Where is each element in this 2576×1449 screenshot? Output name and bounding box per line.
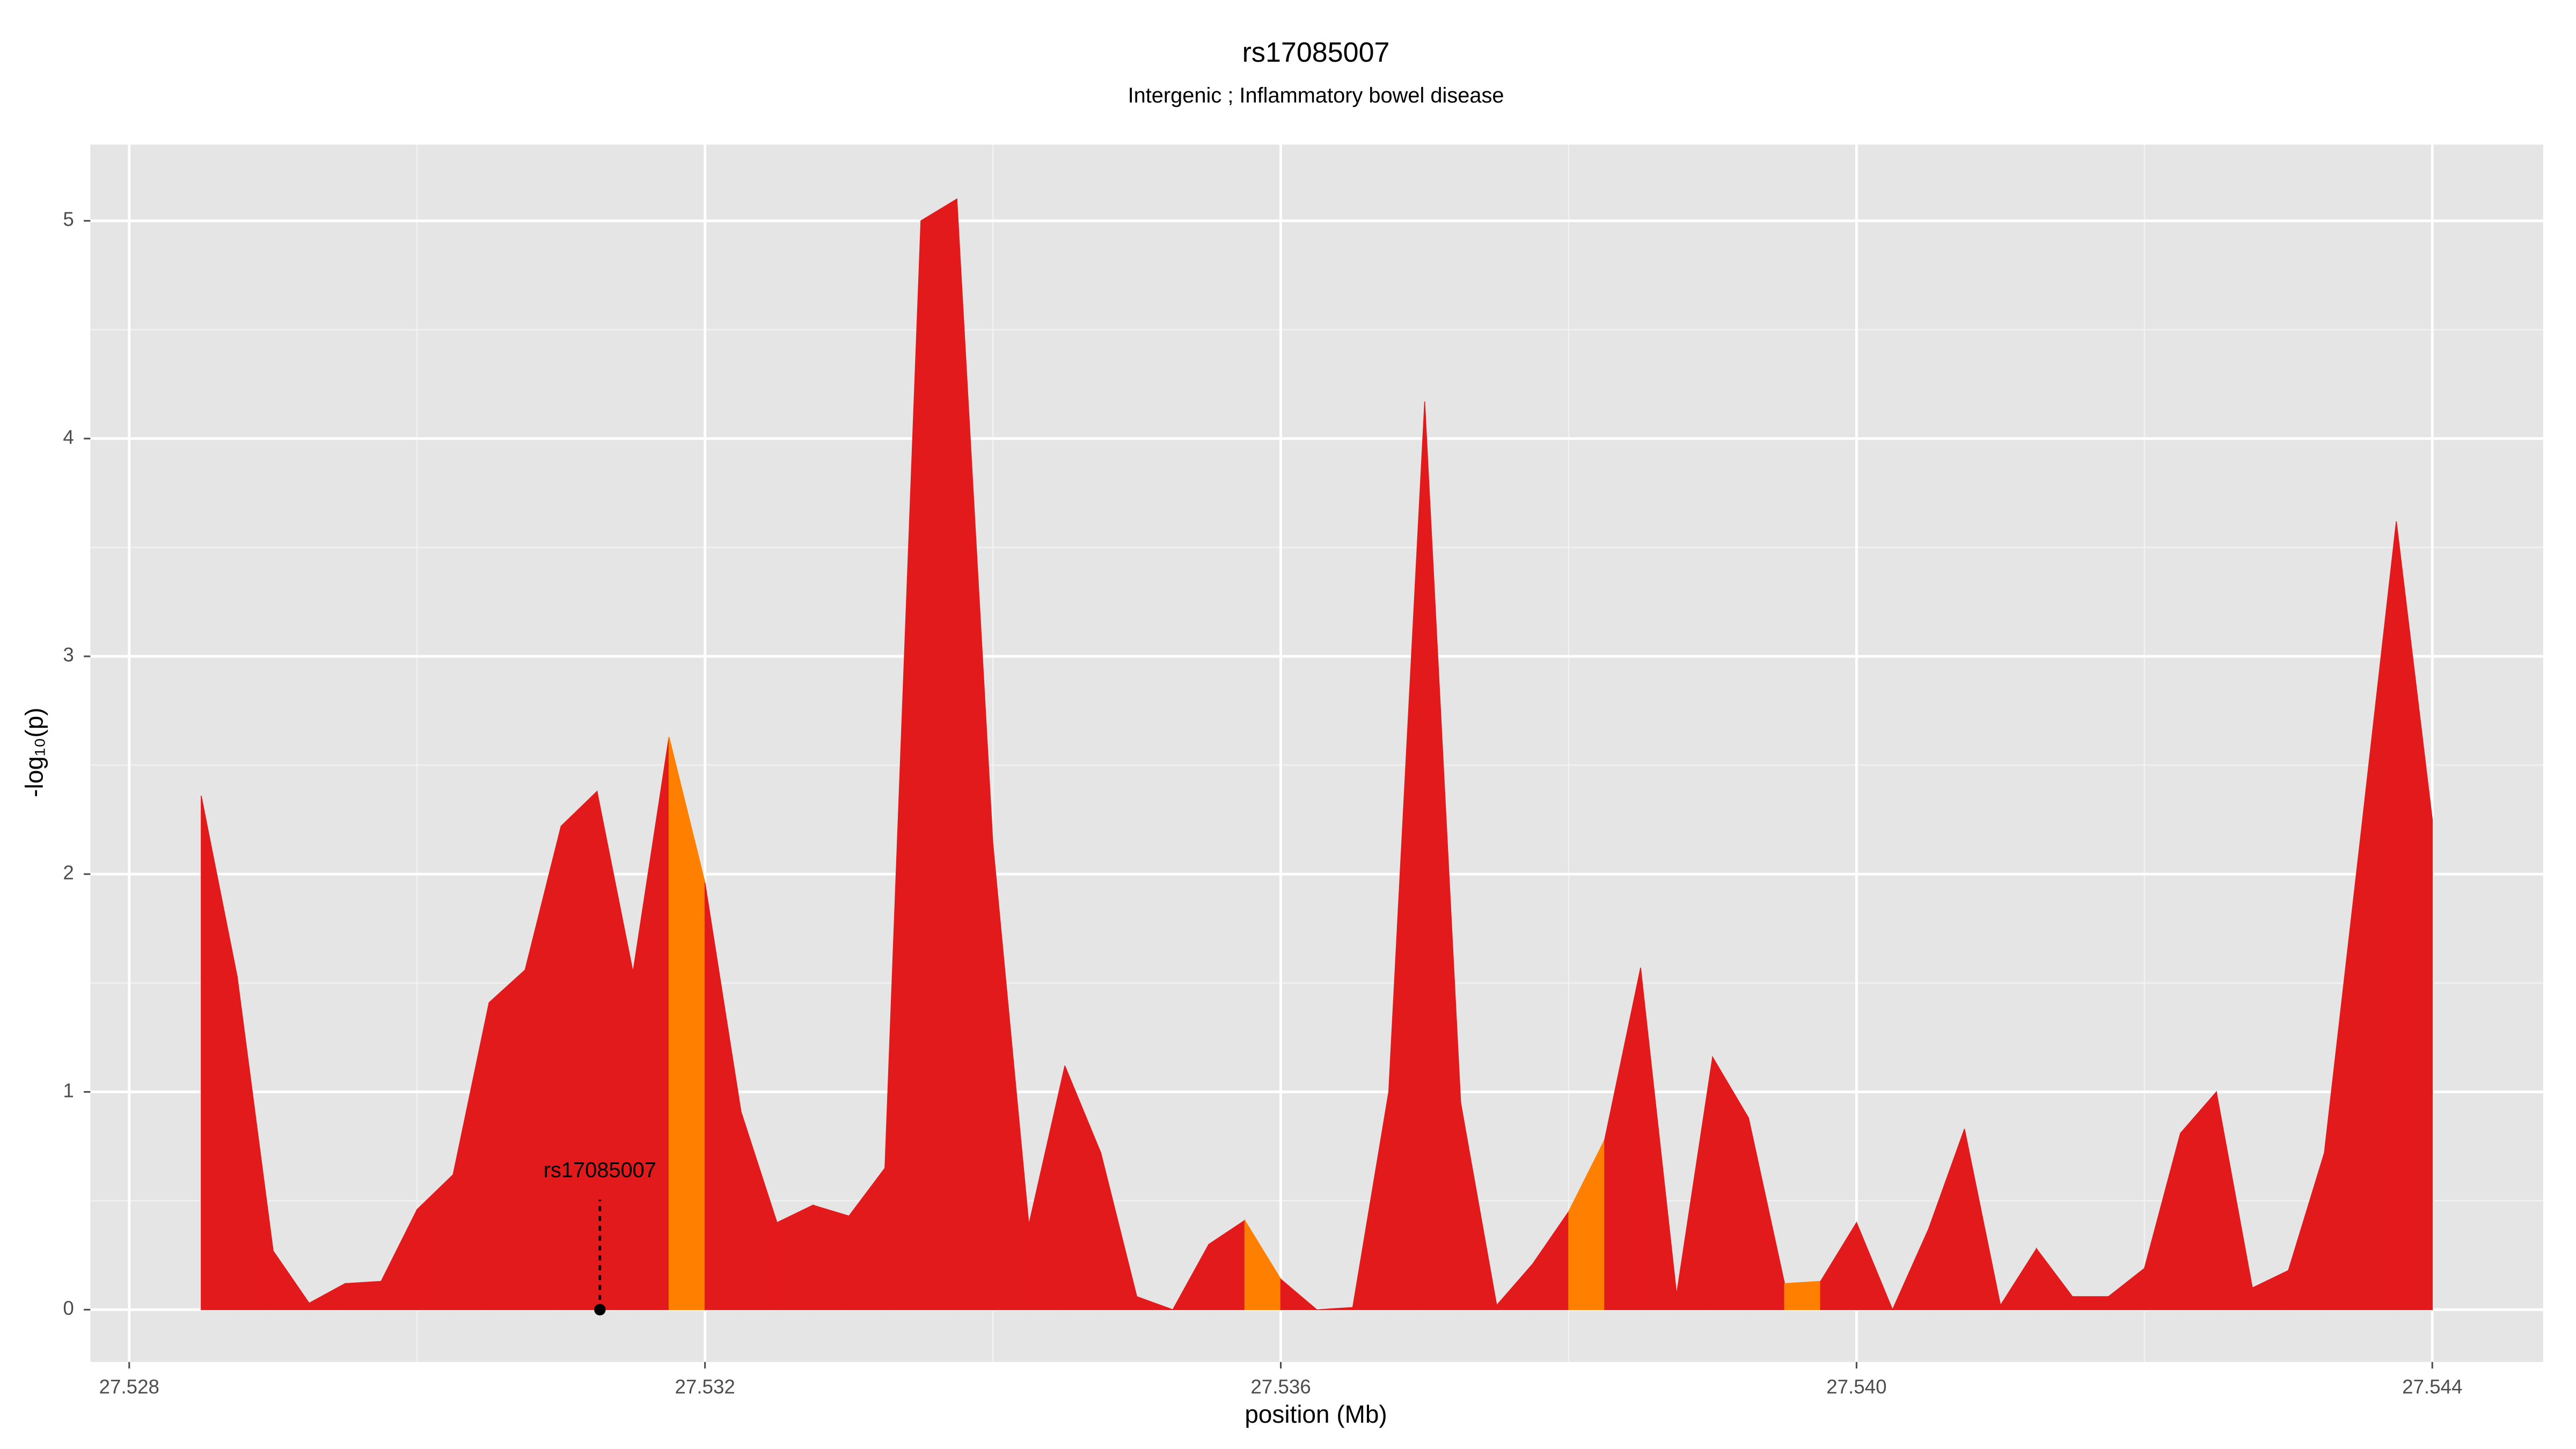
annotation-point <box>594 1304 606 1316</box>
marks <box>201 198 2433 1311</box>
chart-title: rs17085007 <box>1242 37 1390 68</box>
x-tick-label: 27.528 <box>99 1375 159 1397</box>
area-segment <box>1856 1222 1893 1311</box>
x-tick-label: 27.540 <box>1826 1375 1886 1397</box>
y-tick-label: 5 <box>63 208 74 230</box>
y-tick-label: 2 <box>63 861 74 883</box>
y-axis-title: -log₁₀(p) <box>20 707 48 797</box>
x-tick-label: 27.532 <box>675 1375 735 1397</box>
area-segment <box>776 1204 814 1311</box>
area-segment <box>560 790 598 1311</box>
y-tick-label: 0 <box>63 1297 74 1319</box>
y-tick-label: 1 <box>63 1079 74 1101</box>
area-segment <box>1136 1296 1173 1311</box>
area-segment <box>2072 1296 2109 1311</box>
area-segment <box>1280 1278 1318 1311</box>
area-segment <box>920 198 957 1311</box>
x-tick-label: 27.544 <box>2402 1375 2462 1397</box>
area-segment <box>813 1204 850 1311</box>
annotation-label: rs17085007 <box>544 1159 656 1182</box>
y-tick-label: 3 <box>63 644 74 666</box>
x-tick-label: 27.536 <box>1250 1375 1311 1397</box>
area-segment <box>2396 521 2433 1311</box>
area-segment <box>345 1280 382 1311</box>
area-segment <box>488 969 526 1311</box>
area-segment <box>1784 1280 1821 1311</box>
chart-subtitle: Intergenic ; Inflammatory bowel disease <box>1128 84 1504 107</box>
y-tick-label: 4 <box>63 426 74 448</box>
x-axis-title: position (Mb) <box>1245 1400 1387 1428</box>
